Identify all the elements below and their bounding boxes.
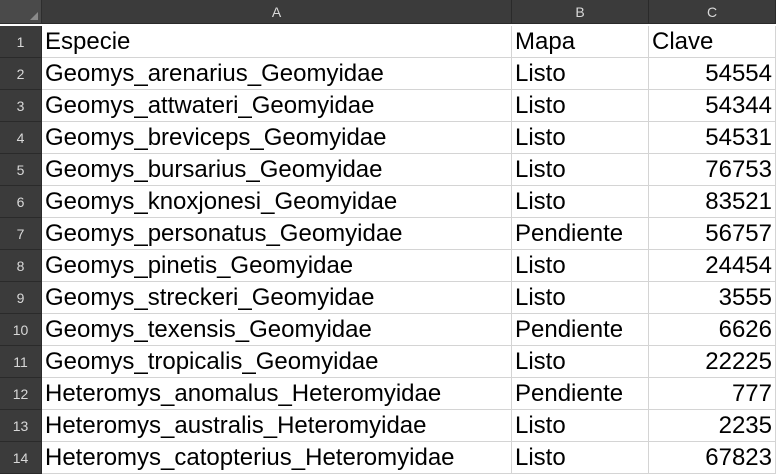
row-header-12[interactable]: 12	[0, 378, 42, 410]
row-header-7[interactable]: 7	[0, 218, 42, 250]
cell-c5[interactable]: 76753	[649, 154, 776, 186]
row-header-1[interactable]: 1	[0, 26, 42, 58]
cell-a13[interactable]: Heteromys_australis_Heteromyidae	[42, 410, 512, 442]
cell-c8[interactable]: 24454	[649, 250, 776, 282]
cell-b8[interactable]: Listo	[512, 250, 649, 282]
column-header-b[interactable]: B	[512, 0, 649, 24]
row-header-9[interactable]: 9	[0, 282, 42, 314]
select-all-corner[interactable]	[0, 0, 42, 24]
cell-c14[interactable]: 67823	[649, 442, 776, 474]
cell-a9[interactable]: Geomys_streckeri_Geomyidae	[42, 282, 512, 314]
cell-b13[interactable]: Listo	[512, 410, 649, 442]
select-all-triangle-icon	[30, 12, 38, 20]
cell-a7[interactable]: Geomys_personatus_Geomyidae	[42, 218, 512, 250]
row-header-8[interactable]: 8	[0, 250, 42, 282]
cell-a6[interactable]: Geomys_knoxjonesi_Geomyidae	[42, 186, 512, 218]
cell-c3[interactable]: 54344	[649, 90, 776, 122]
cell-a12[interactable]: Heteromys_anomalus_Heteromyidae	[42, 378, 512, 410]
cell-c6[interactable]: 83521	[649, 186, 776, 218]
cell-a1[interactable]: Especie	[42, 26, 512, 58]
cell-c7[interactable]: 56757	[649, 218, 776, 250]
row-header-5[interactable]: 5	[0, 154, 42, 186]
cell-a14[interactable]: Heteromys_catopterius_Heteromyidae	[42, 442, 512, 474]
cell-a3[interactable]: Geomys_attwateri_Geomyidae	[42, 90, 512, 122]
cell-c9[interactable]: 3555	[649, 282, 776, 314]
row-header-11[interactable]: 11	[0, 346, 42, 378]
cell-b11[interactable]: Listo	[512, 346, 649, 378]
cell-b7[interactable]: Pendiente	[512, 218, 649, 250]
column-header-a[interactable]: A	[42, 0, 512, 24]
cell-c2[interactable]: 54554	[649, 58, 776, 90]
cell-a10[interactable]: Geomys_texensis_Geomyidae	[42, 314, 512, 346]
row-header-14[interactable]: 14	[0, 442, 42, 474]
cell-b5[interactable]: Listo	[512, 154, 649, 186]
row-header-3[interactable]: 3	[0, 90, 42, 122]
cell-b2[interactable]: Listo	[512, 58, 649, 90]
cell-b14[interactable]: Listo	[512, 442, 649, 474]
cell-c4[interactable]: 54531	[649, 122, 776, 154]
cell-a11[interactable]: Geomys_tropicalis_Geomyidae	[42, 346, 512, 378]
row-header-10[interactable]: 10	[0, 314, 42, 346]
cell-b1[interactable]: Mapa	[512, 26, 649, 58]
column-header-c[interactable]: C	[649, 0, 776, 24]
cell-c12[interactable]: 777	[649, 378, 776, 410]
row-header-4[interactable]: 4	[0, 122, 42, 154]
cell-b6[interactable]: Listo	[512, 186, 649, 218]
cell-b10[interactable]: Pendiente	[512, 314, 649, 346]
cell-b9[interactable]: Listo	[512, 282, 649, 314]
cell-c1[interactable]: Clave	[649, 26, 776, 58]
cell-a2[interactable]: Geomys_arenarius_Geomyidae	[42, 58, 512, 90]
cell-b3[interactable]: Listo	[512, 90, 649, 122]
cell-a8[interactable]: Geomys_pinetis_Geomyidae	[42, 250, 512, 282]
row-header-6[interactable]: 6	[0, 186, 42, 218]
cell-a5[interactable]: Geomys_bursarius_Geomyidae	[42, 154, 512, 186]
row-header-2[interactable]: 2	[0, 58, 42, 90]
row-header-13[interactable]: 13	[0, 410, 42, 442]
cell-b4[interactable]: Listo	[512, 122, 649, 154]
cell-b12[interactable]: Pendiente	[512, 378, 649, 410]
cell-c10[interactable]: 6626	[649, 314, 776, 346]
cell-c13[interactable]: 2235	[649, 410, 776, 442]
cell-c11[interactable]: 22225	[649, 346, 776, 378]
cell-a4[interactable]: Geomys_breviceps_Geomyidae	[42, 122, 512, 154]
